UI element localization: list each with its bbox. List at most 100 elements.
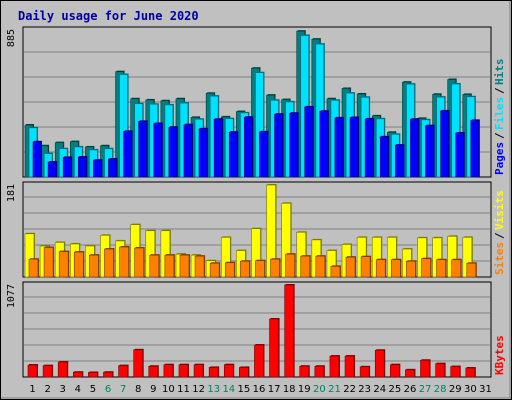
day-label: 24 (373, 384, 386, 395)
bar-kbytes (208, 367, 219, 378)
x-axis-day-labels: 1 2 3 4 5 6 7 8 9 10 11 12 13 14 15 16 17 18 19 20 21 22 23 24 2… (29, 384, 491, 395)
bar-pages (334, 117, 344, 178)
bar-kbytes (72, 371, 83, 378)
day-label: 7 (120, 384, 126, 395)
panel-3: 1077 (6, 281, 492, 378)
day-label: 2 (44, 384, 50, 395)
day-label: 6 (105, 384, 111, 395)
bar-sites (330, 266, 341, 278)
day-label: 27 (419, 384, 432, 395)
bar-pages (62, 157, 72, 178)
bar-kbytes (374, 349, 385, 378)
day-label: 18 (283, 384, 296, 395)
bar-pages (425, 125, 434, 178)
bar-kbytes (118, 365, 128, 378)
day-label: 21 (328, 384, 341, 395)
bar-kbytes (359, 366, 370, 378)
bar-kbytes (103, 371, 113, 378)
legend-files: Files (493, 97, 506, 130)
bar-pages (455, 132, 465, 178)
legend-panel-1: Pages/Files/Hits (493, 59, 506, 176)
bar-sites (436, 259, 446, 278)
day-label: 11 (177, 384, 190, 395)
bar-kbytes (133, 349, 143, 378)
bar-pages (77, 156, 87, 178)
day-label: 29 (449, 384, 462, 395)
day-label: 13 (207, 384, 220, 395)
legend-visits: Visits (493, 190, 506, 230)
bar-sites (209, 262, 220, 278)
bar-pages (198, 128, 208, 178)
bar-pages (364, 118, 374, 178)
bar-kbytes (27, 364, 38, 378)
bar-pages (304, 106, 314, 178)
bar-sites (240, 260, 250, 278)
y-max-label: 885 (6, 29, 17, 47)
day-label: 20 (313, 384, 326, 395)
bar-pages (32, 141, 42, 178)
bar-pages (123, 131, 132, 178)
legend-panel-3: KBytes (493, 335, 506, 375)
bar-pages (259, 131, 268, 178)
day-label: 1 (29, 384, 35, 395)
bar-kbytes (435, 363, 445, 378)
panel-1: 885 (6, 26, 492, 178)
series-sites (28, 246, 477, 278)
bar-pages (183, 124, 193, 178)
day-label: 3 (60, 384, 66, 395)
bar-kbytes (254, 344, 264, 378)
bar-kbytes (329, 355, 340, 378)
day-label: 10 (162, 384, 175, 395)
bar-sites (119, 246, 129, 278)
bar-pages (349, 117, 359, 178)
bar-sites (224, 262, 235, 278)
bar-sites (104, 248, 114, 278)
day-label: 19 (298, 384, 311, 395)
bar-sites (315, 255, 326, 278)
bar-sites (391, 259, 401, 278)
day-label: 14 (222, 384, 235, 395)
bar-pages (410, 118, 419, 178)
day-label: 31 (479, 384, 492, 395)
bar-pages (470, 120, 480, 178)
bar-pages (289, 112, 298, 178)
legend-hits: Hits (493, 59, 506, 86)
bar-sites (451, 259, 462, 278)
legend-pages: Pages (493, 142, 506, 175)
bar-sites (466, 262, 477, 278)
bar-kbytes (465, 367, 476, 378)
bar-kbytes (390, 364, 400, 378)
series-legends: Pages/Files/Hits Sites / Visits KBytes (493, 59, 506, 376)
day-label: 30 (464, 384, 477, 395)
bar-sites (164, 254, 175, 278)
bar-pages (228, 131, 238, 178)
bar-pages (93, 159, 102, 178)
bar-sites (58, 251, 69, 278)
legend-sites: Sites (493, 242, 506, 275)
bar-kbytes (163, 364, 174, 378)
bar-kbytes (57, 361, 68, 378)
bar-kbytes (42, 365, 53, 378)
bar-kbytes (450, 366, 461, 378)
day-label: 4 (75, 384, 81, 395)
bar-kbytes (223, 364, 234, 378)
day-label: 16 (253, 384, 266, 395)
bar-kbytes (284, 284, 294, 378)
bar-pages (108, 158, 117, 178)
day-label: 15 (238, 384, 251, 395)
series-pages (32, 105, 480, 178)
bar-sites (360, 256, 371, 278)
bar-sites (375, 259, 386, 278)
bar-sites (149, 254, 160, 278)
bar-pages (168, 126, 178, 178)
series-kbytes (27, 284, 476, 378)
bar-pages (153, 123, 163, 178)
bar-pages (213, 118, 223, 178)
bar-kbytes (178, 364, 189, 378)
day-label: 17 (268, 384, 281, 395)
bar-kbytes (344, 355, 355, 378)
bar-kbytes (405, 369, 415, 378)
legend-separator: / (493, 232, 506, 239)
bar-sites (421, 258, 431, 278)
